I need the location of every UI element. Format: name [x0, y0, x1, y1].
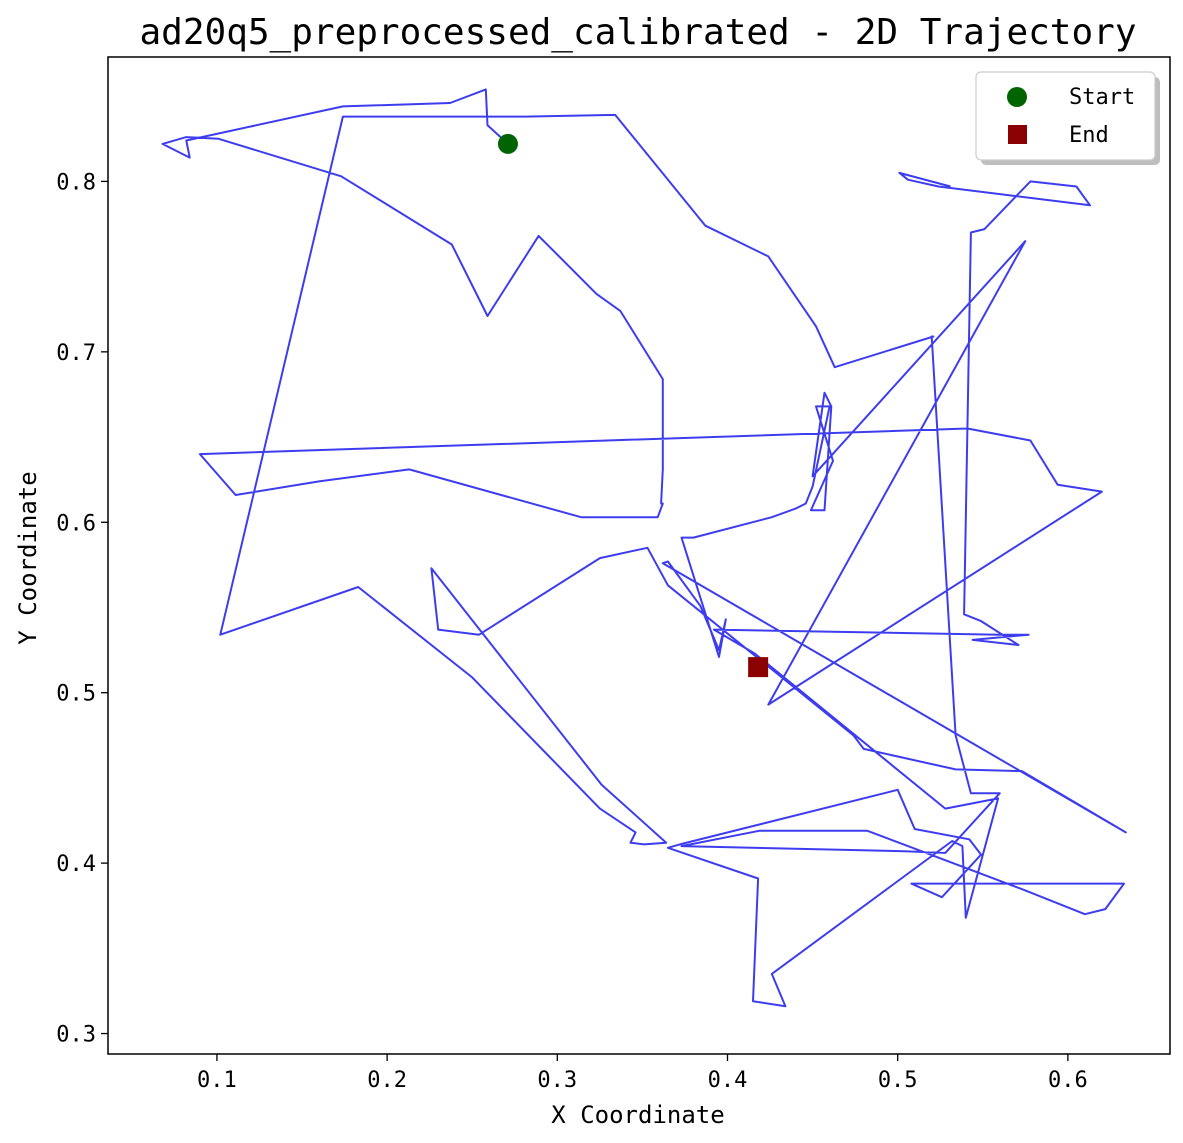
axes-frame [107, 56, 1171, 1055]
x-tick-label: 0.2 [367, 1068, 407, 1093]
y-tick-label: 0.5 [56, 682, 96, 707]
chart-title: ad20q5_preprocessed_calibrated - 2D Traj… [140, 12, 1137, 53]
x-tick-label: 0.4 [708, 1068, 748, 1093]
y-axis-label: Y Coordinate [14, 471, 42, 644]
x-tick-label: 0.1 [197, 1068, 237, 1093]
x-tick-label: 0.3 [537, 1068, 577, 1093]
x-tick-label: 0.6 [1048, 1068, 1088, 1093]
axes: 0.1 0.2 0.3 0.4 0.5 0.6 0.3 0.4 0.5 0.6 0.7 0.8 [56, 56, 1171, 1093]
legend-start-label: Start [1069, 85, 1135, 110]
y-tick-label: 0.3 [56, 1023, 96, 1048]
x-axis-label: X Coordinate [551, 1101, 724, 1129]
y-tick-label: 0.7 [56, 341, 96, 366]
x-tick-label: 0.5 [878, 1068, 918, 1093]
trajectory-line [161, 88, 1127, 1008]
legend-end-marker [1008, 125, 1027, 144]
legend-end-label: End [1069, 123, 1109, 148]
plot-area [161, 88, 1127, 1008]
y-tick-label: 0.8 [56, 170, 96, 195]
end-marker [748, 657, 769, 678]
legend: Start End [975, 71, 1160, 165]
legend-start-marker [1007, 87, 1027, 107]
y-tick-label: 0.6 [56, 511, 96, 536]
start-marker [497, 133, 518, 154]
y-tick-label: 0.4 [56, 852, 96, 877]
